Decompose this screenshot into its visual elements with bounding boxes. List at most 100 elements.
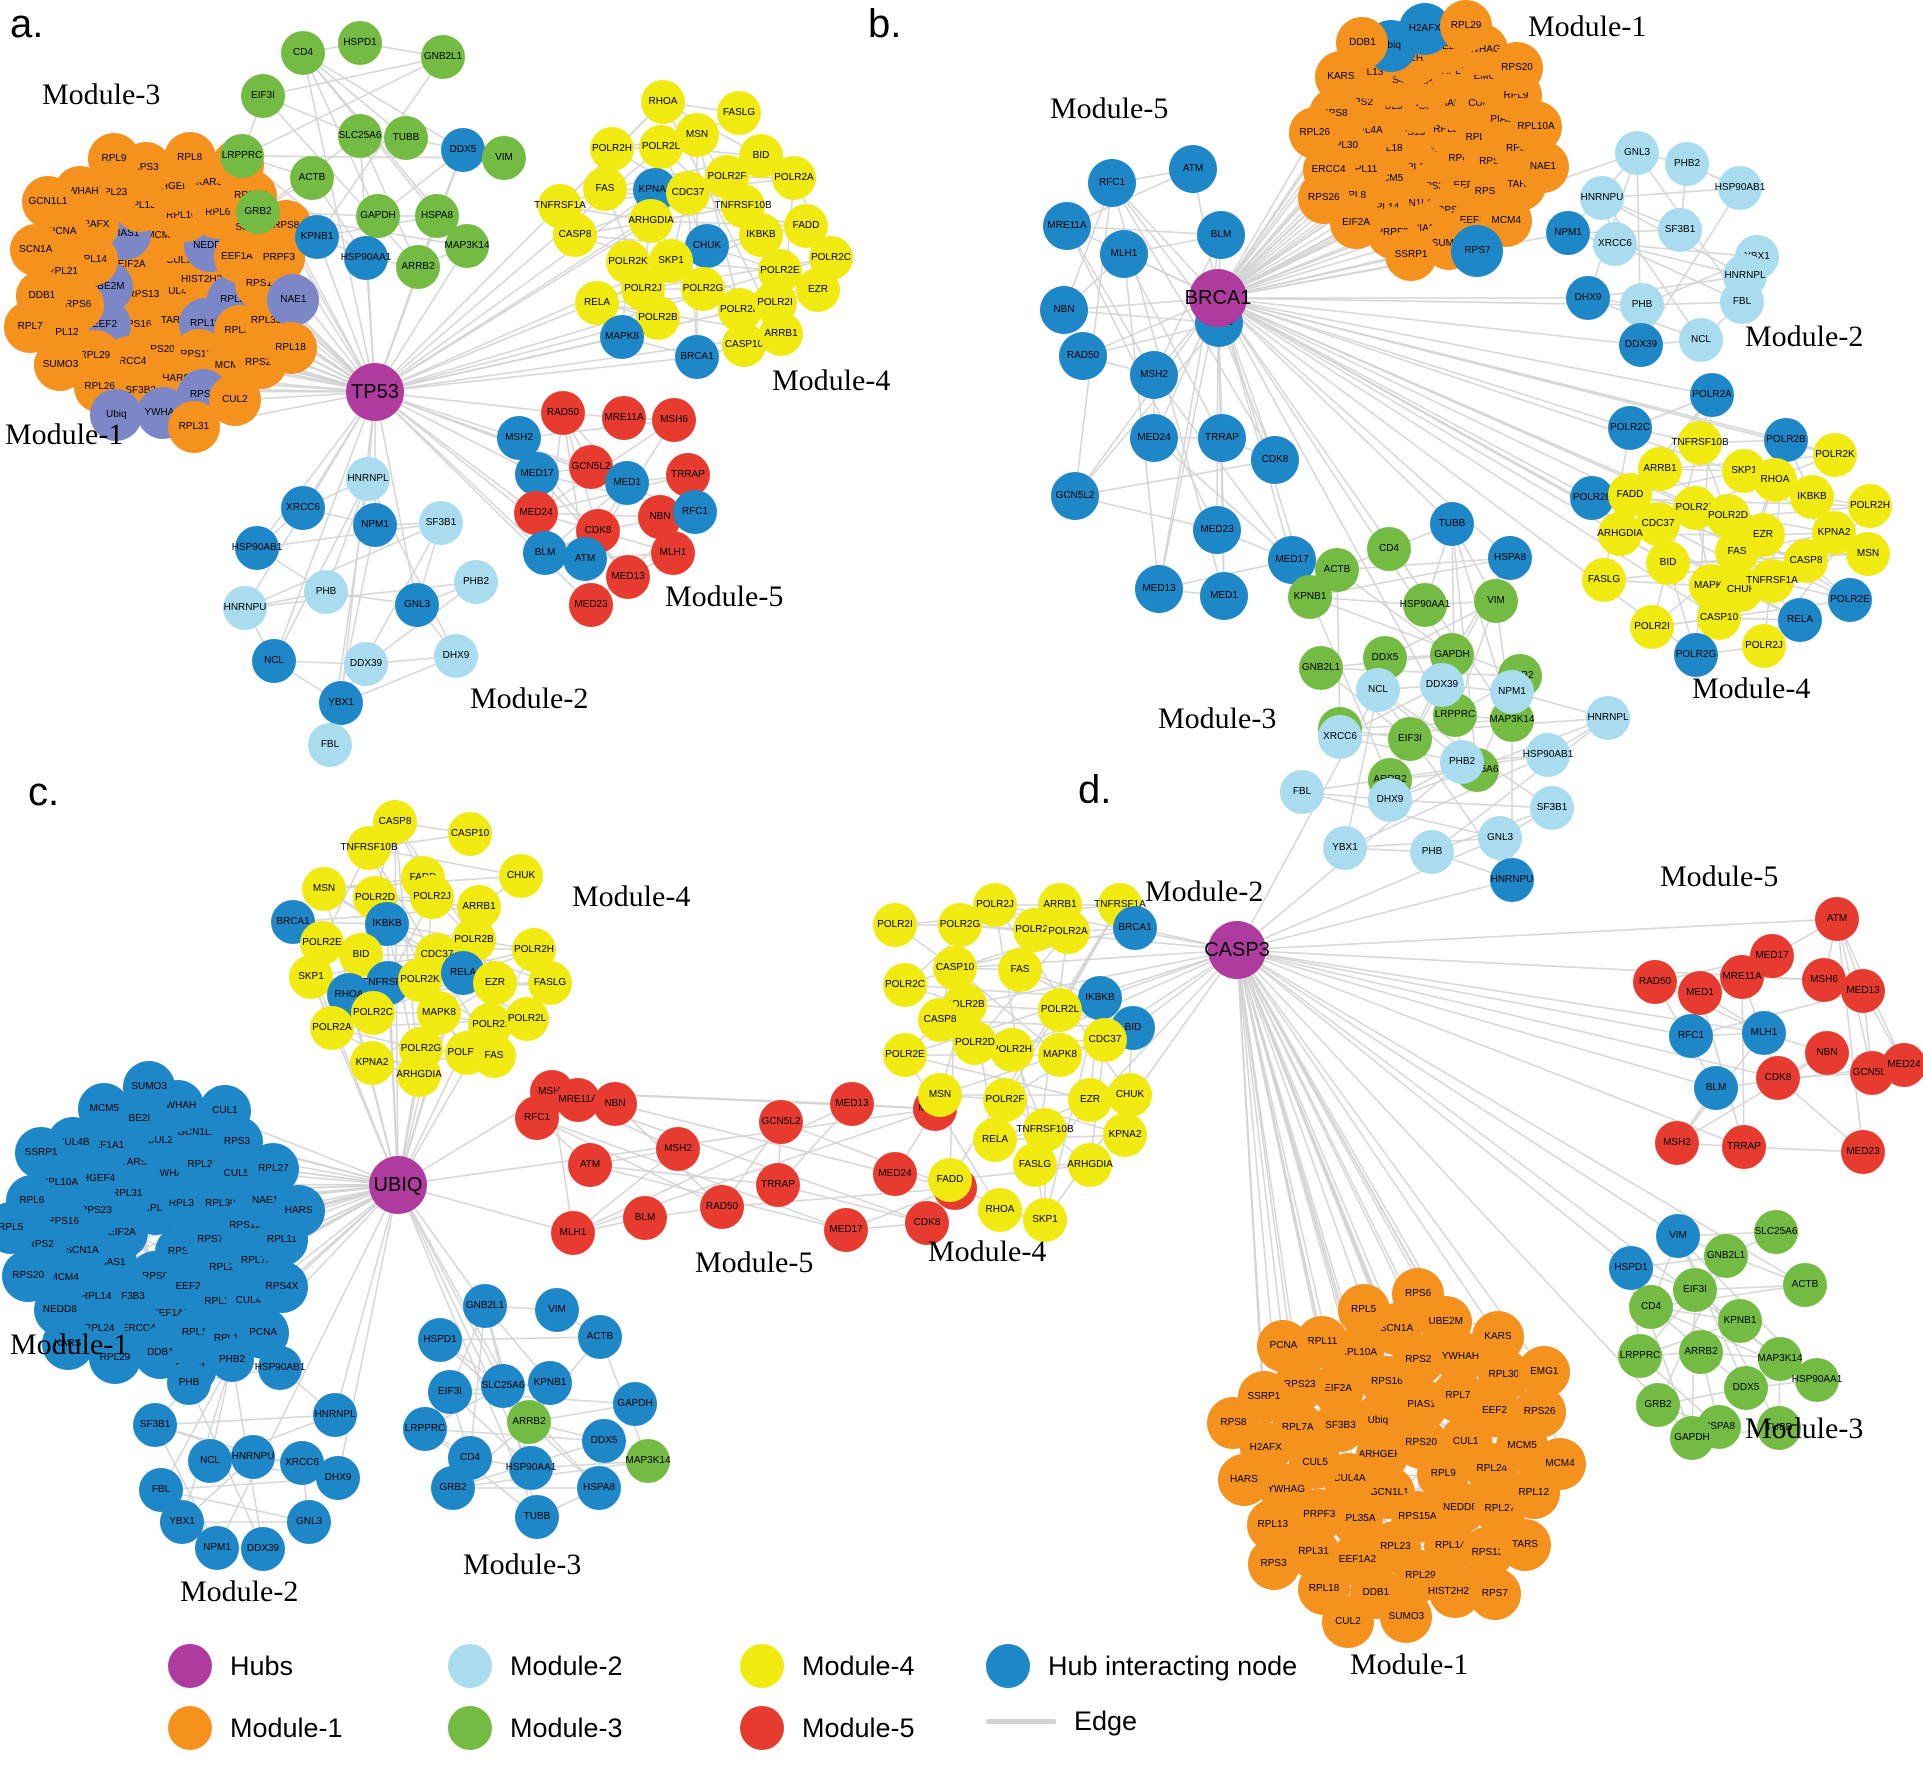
gene-node[interactable]: GAPDH	[1670, 1416, 1714, 1460]
gene-node[interactable]: LRPPRC	[1618, 1334, 1662, 1378]
gene-node[interactable]: POLR2B	[1764, 418, 1808, 462]
gene-node[interactable]: TNFRSF1A	[1746, 559, 1798, 603]
gene-node[interactable]: NPM1	[1546, 211, 1590, 255]
gene-node[interactable]: NBN	[1805, 1031, 1849, 1075]
gene-node[interactable]: NBN	[1040, 286, 1088, 334]
gene-node[interactable]: CDC37	[666, 171, 710, 215]
gene-node[interactable]: TUBB	[384, 116, 428, 160]
gene-node[interactable]: XRCC6	[1593, 222, 1637, 266]
hub-node[interactable]: TP53	[346, 363, 404, 421]
gene-node[interactable]: DHX9	[1566, 276, 1610, 320]
gene-node[interactable]: MRE11A	[1043, 202, 1091, 250]
gene-node[interactable]: VIM	[535, 1288, 579, 1332]
gene-node[interactable]: FASLG	[717, 91, 761, 135]
gene-node[interactable]: RAD50	[1633, 960, 1677, 1004]
gene-node[interactable]: ARRB2	[396, 245, 440, 289]
gene-node[interactable]: MLH1	[551, 1211, 595, 1255]
gene-node[interactable]: POLR2H	[1848, 484, 1892, 528]
gene-node[interactable]: MLH1	[1742, 1011, 1786, 1055]
gene-node[interactable]: HNRNPU	[1490, 858, 1534, 902]
gene-node[interactable]: SLC25A6	[338, 114, 382, 158]
gene-node[interactable]: GCN1L1	[21, 176, 74, 229]
gene-node[interactable]: MED23	[1841, 1130, 1885, 1174]
gene-node[interactable]: RPL29	[1440, 0, 1493, 52]
gene-node[interactable]: SF3B1	[419, 501, 463, 545]
gene-node[interactable]: SUMO3	[1380, 1590, 1433, 1643]
gene-node[interactable]: HSP90AB1	[1715, 166, 1765, 210]
gene-node[interactable]: TRRAP	[1722, 1125, 1766, 1169]
gene-node[interactable]: MED24	[1882, 1043, 1923, 1087]
gene-node[interactable]: MSH6	[652, 398, 696, 442]
gene-node[interactable]: MRE11A	[1720, 955, 1764, 999]
gene-node[interactable]: RPS20	[1491, 41, 1544, 94]
gene-node[interactable]: HSPD1	[338, 21, 382, 65]
gene-node[interactable]: MSH2	[1130, 351, 1178, 399]
gene-node[interactable]: LRPPRC	[403, 1407, 447, 1451]
gene-node[interactable]: CDC37	[1636, 502, 1680, 546]
gene-node[interactable]: PHB	[167, 1361, 211, 1405]
gene-node[interactable]: TRRAP	[1198, 414, 1246, 462]
gene-node[interactable]: XRCC6	[1318, 715, 1362, 759]
gene-node[interactable]: DDX39	[344, 642, 388, 686]
gene-node[interactable]: SSRP1	[15, 1127, 68, 1180]
gene-node[interactable]: EIF3I	[1388, 717, 1432, 761]
gene-node[interactable]: NBN	[593, 1082, 637, 1126]
gene-node[interactable]: FASLG	[1582, 558, 1626, 602]
gene-node[interactable]: NPM1	[353, 503, 397, 547]
gene-node[interactable]: POLR2L	[1038, 988, 1082, 1032]
gene-node[interactable]: CDK8	[1251, 436, 1299, 484]
gene-node[interactable]: CASP8	[553, 213, 597, 257]
gene-node[interactable]: ARHGDIA	[1067, 1143, 1113, 1187]
gene-node[interactable]: BLM	[623, 1196, 667, 1240]
gene-node[interactable]: GNB2L1	[421, 35, 465, 79]
gene-node[interactable]: MAPK8	[600, 315, 644, 359]
gene-node[interactable]: HSPD1	[418, 1318, 462, 1362]
gene-node[interactable]: POLR2L	[639, 125, 683, 169]
gene-node[interactable]: MAPK8	[1038, 1033, 1082, 1077]
gene-node[interactable]: PHB	[1620, 283, 1664, 327]
gene-node[interactable]: MLH1	[1100, 230, 1148, 278]
gene-node[interactable]: RPL9	[87, 132, 140, 185]
gene-node[interactable]: POLR2L	[505, 997, 549, 1041]
gene-node[interactable]: RPL5	[1337, 1283, 1390, 1336]
gene-node[interactable]: HSP90AB1	[1523, 733, 1573, 777]
gene-node[interactable]: RPS6	[1392, 1268, 1445, 1321]
gene-node[interactable]: PHB2	[1665, 142, 1709, 186]
gene-node[interactable]: POLR2E	[1828, 578, 1872, 622]
gene-node[interactable]: RPS20	[2, 1249, 55, 1302]
gene-node[interactable]: DHX9	[1368, 778, 1412, 822]
gene-node[interactable]: HSP90AA1	[341, 236, 391, 280]
gene-node[interactable]: POLR2J	[1742, 624, 1786, 668]
gene-node[interactable]: SF3B1	[133, 1403, 177, 1447]
gene-node[interactable]: MED13	[1841, 969, 1885, 1013]
gene-node[interactable]: TUBB	[515, 1495, 559, 1539]
gene-node[interactable]: YBX1	[1323, 826, 1367, 870]
gene-node[interactable]: GNL3	[395, 583, 439, 627]
gene-node[interactable]: CASP10	[448, 812, 492, 856]
gene-node[interactable]: KPNB1	[528, 1361, 572, 1405]
gene-node[interactable]: POLR2I	[873, 903, 917, 947]
gene-node[interactable]: MED13	[1135, 565, 1183, 613]
gene-node[interactable]: FAS	[472, 1034, 516, 1078]
gene-node[interactable]: RFC1	[673, 490, 717, 534]
gene-node[interactable]: GNB2L1	[463, 1284, 507, 1328]
gene-node[interactable]: POLR2C	[1608, 406, 1652, 450]
gene-node[interactable]: PHB2	[454, 560, 498, 604]
gene-node[interactable]: HNRNPL	[313, 1393, 357, 1437]
gene-node[interactable]: SLC25A6	[1754, 1210, 1798, 1254]
gene-node[interactable]: HARS	[272, 1184, 325, 1237]
gene-node[interactable]: GAPDH	[356, 194, 400, 238]
gene-node[interactable]: POLR2C	[351, 991, 395, 1035]
gene-node[interactable]: RFC1	[515, 1096, 559, 1140]
gene-node[interactable]: POLR2H	[990, 1028, 1034, 1072]
gene-node[interactable]: POLR2A	[310, 1006, 354, 1050]
gene-node[interactable]: RPL31	[167, 401, 220, 454]
gene-node[interactable]: HSPA8	[1488, 536, 1532, 580]
gene-node[interactable]: RPS26	[1297, 171, 1350, 224]
gene-node[interactable]: HNRNPL	[1586, 696, 1630, 740]
hub-node[interactable]: CASP3	[1204, 921, 1270, 979]
gene-node[interactable]: POLR2K	[1813, 433, 1857, 477]
gene-node[interactable]: KPNA2	[350, 1041, 394, 1085]
gene-node[interactable]: VIM	[1474, 579, 1518, 623]
gene-node[interactable]: HNRNPU	[223, 586, 267, 630]
